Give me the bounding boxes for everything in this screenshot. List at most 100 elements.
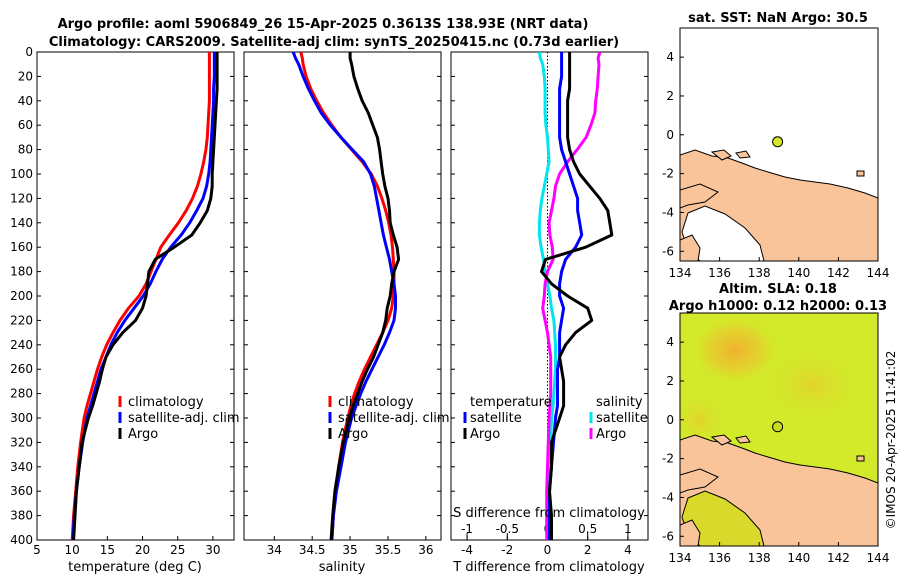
island: [710, 149, 732, 161]
series-line-t-satellite: [548, 52, 584, 540]
sla-warm-anomaly: [757, 345, 867, 425]
x2-tick-label: 1: [624, 522, 632, 536]
salinity-x-axis: 34 34.5 35 35.5 36: [267, 536, 433, 557]
latitude-tick-label: -4: [662, 205, 674, 219]
legend-label-argo: Argo: [338, 427, 368, 442]
sst-map-panel: sat. SST: NaN Argo: 30.5 134 136 138 140 142…: [662, 11, 889, 280]
island: [710, 434, 732, 446]
sla-map-axes-box: [679, 312, 879, 547]
sst-map-title: sat. SST: NaN Argo: 30.5: [688, 11, 868, 26]
depth-tick-label: 340: [10, 460, 33, 474]
legend-title-salinity: salinity: [596, 395, 643, 410]
x-tick-label: 2: [584, 543, 592, 557]
salinity-legend: climatology satellite-adj. clim Argo: [328, 395, 450, 442]
sla-map-title-line2: Argo h1000: 0.12 h2000: 0.13: [669, 299, 887, 314]
series-line-satellite: [71, 52, 216, 540]
sla-warm-anomaly: [680, 390, 730, 450]
sla-high-anomaly: [690, 315, 780, 385]
x-tick-label: 10: [65, 543, 80, 557]
legend-label-s-argo: Argo: [596, 427, 626, 442]
legend-label-climatology: climatology: [128, 395, 204, 410]
series-line-t-argo: [540, 52, 614, 540]
island: [856, 455, 865, 462]
x-tick-label: -4: [461, 543, 473, 557]
longitude-tick-label: 136: [708, 551, 731, 565]
latitude-tick-label: -6: [662, 244, 674, 258]
x-tick-label: 34.5: [299, 543, 326, 557]
legend-label-satellite: satellite-adj. clim: [128, 411, 240, 426]
longitude-tick-label: 140: [787, 266, 810, 280]
depth-tick-label: 0: [25, 45, 33, 59]
depth-tick-label: 220: [10, 313, 33, 327]
series-line-climatology: [299, 52, 396, 540]
sla-map-title-line1: Altim. SLA: 0.18: [719, 282, 837, 297]
x-tick-label: 34: [267, 543, 282, 557]
legend-label-argo: Argo: [128, 427, 158, 442]
depth-tick-label: 80: [18, 143, 33, 157]
salinity-xlabel: salinity: [319, 560, 366, 575]
depth-tick-label: 20: [18, 69, 33, 83]
sla-map-panel: Altim. SLA: 0.18 Argo h1000: 0.12 h2000:…: [662, 282, 889, 565]
depth-tick-label: 140: [10, 216, 33, 230]
x-tick-label: 15: [100, 543, 115, 557]
island: [856, 170, 865, 177]
longitude-tick-label: 134: [669, 266, 692, 280]
legend-label-t-argo: Argo: [470, 427, 500, 442]
latitude-tick-label: -4: [662, 490, 674, 504]
x2-tick-label: 0.5: [578, 522, 597, 536]
longitude-tick-label: 138: [748, 266, 771, 280]
depth-tick-label: 280: [10, 387, 33, 401]
depth-tick-label: 60: [18, 118, 33, 132]
sst-landmass: [680, 149, 878, 261]
latitude-tick-label: -6: [662, 529, 674, 543]
longitude-tick-label: 134: [669, 551, 692, 565]
longitude-tick-label: 140: [787, 551, 810, 565]
difference-axis-ticks: [451, 51, 648, 541]
sla-map-ticks: 134 136 138 140 142 144 -6 -4 -2 0 2 4: [662, 335, 889, 565]
series-line-s-satellite: [537, 52, 557, 540]
difference-series: [537, 52, 614, 540]
series-line-s-argo: [541, 52, 602, 540]
x-tick-label: 4: [624, 543, 632, 557]
x-tick-label: 25: [170, 543, 185, 557]
temperature-legend: climatology satellite-adj. clim Argo: [118, 395, 240, 442]
depth-axis: 0 20 40 60 80 100 120 140 160 180 200 220 240 260 280 3…: [10, 45, 234, 547]
legend-label-satellite: satellite-adj. clim: [338, 411, 450, 426]
temperature-axes-box: [36, 51, 235, 541]
x-tick-label: 36: [418, 543, 433, 557]
x-tick-label: 35: [342, 543, 357, 557]
x2-tick-label: -0.5: [496, 522, 519, 536]
legend-title-temperature: temperature: [470, 395, 552, 410]
depth-tick-label: 100: [10, 167, 33, 181]
depth-tick-label: 400: [10, 533, 33, 547]
longitude-tick-label: 144: [867, 266, 890, 280]
salinity-axis-ticks: [244, 51, 441, 541]
latitude-tick-label: 2: [666, 89, 674, 103]
depth-tick-label: 160: [10, 240, 33, 254]
latitude-tick-label: 0: [666, 128, 674, 142]
legend-label-t-satellite: satellite: [470, 411, 522, 426]
salinity-series: [291, 52, 401, 540]
depth-tick-label: 260: [10, 362, 33, 376]
depth-tick-label: 180: [10, 265, 33, 279]
southern-coast: [680, 234, 701, 261]
figure-title-line2: Climatology: CARS2009. Satellite-adj cli…: [49, 35, 619, 50]
latitude-tick-label: 2: [666, 374, 674, 388]
x2-tick-label: -1: [461, 522, 473, 536]
x-tick-label: 20: [135, 543, 150, 557]
depth-tick-label: 380: [10, 509, 33, 523]
latitude-tick-label: -2: [662, 167, 674, 181]
sst-map-ticks: 134 136 138 140 142 144 -6 -4 -2 0 2 4: [662, 50, 889, 280]
imos-watermark: ©IMOS 20-Apr-2025 11:41:02: [884, 351, 898, 530]
latitude-tick-label: 4: [666, 335, 674, 349]
argo-position-marker: [772, 421, 784, 433]
depth-tick-label: 240: [10, 338, 33, 352]
latitude-tick-label: 4: [666, 50, 674, 64]
legend-label-climatology: climatology: [338, 395, 414, 410]
bird-head-peninsula: [680, 468, 719, 494]
x-tick-label: 30: [205, 543, 220, 557]
longitude-tick-label: 142: [827, 266, 850, 280]
series-line-climatology: [70, 52, 211, 540]
southern-coast: [680, 519, 701, 546]
